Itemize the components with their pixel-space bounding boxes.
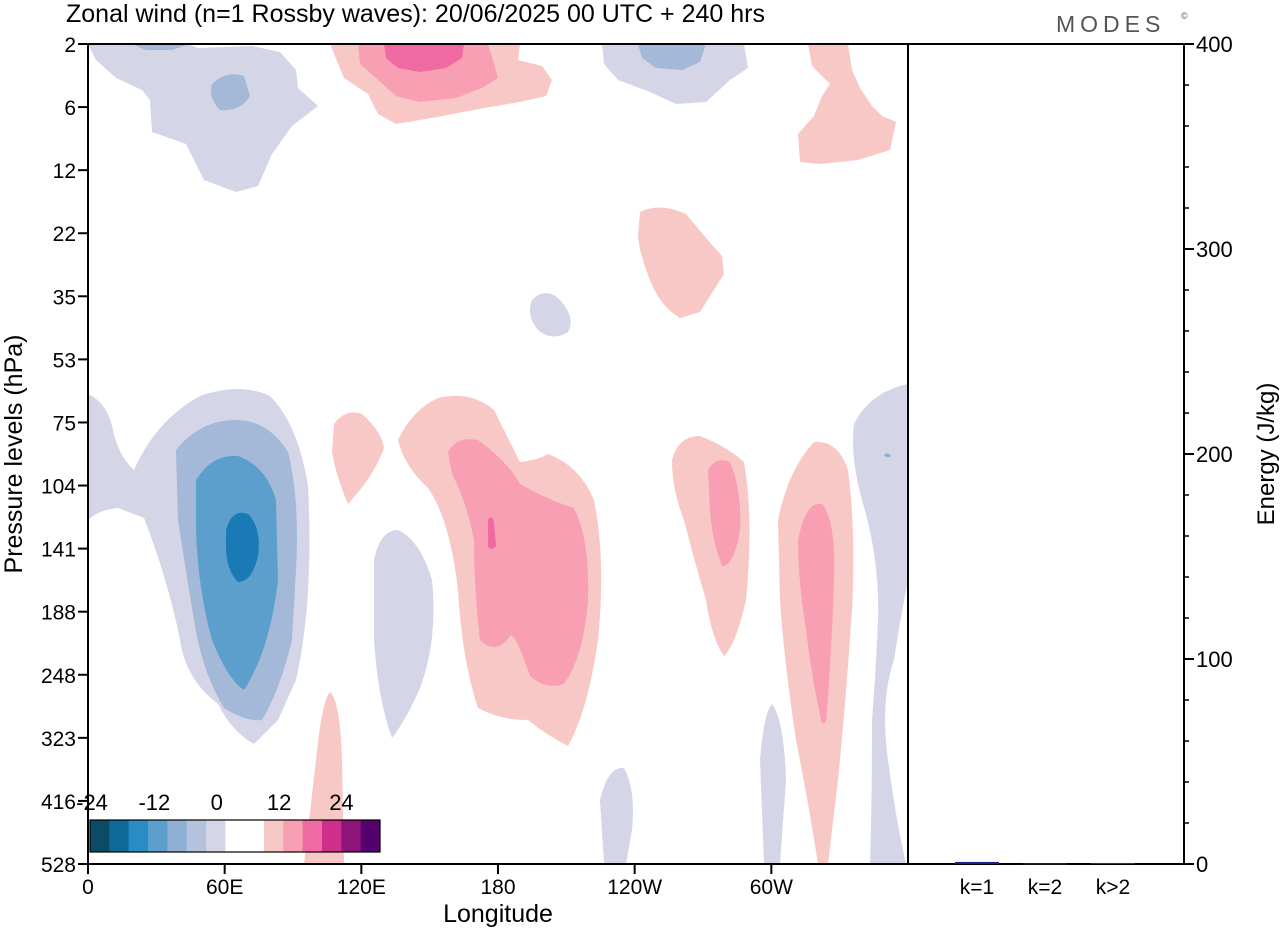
chart-title: Zonal wind (n=1 Rossby waves): 20/06/202…	[66, 0, 765, 28]
y-axis-pressure: 2 6 12 22 35 53 75 104 141 188 248 323 416 528	[41, 34, 88, 877]
energy-bar	[1023, 863, 1067, 865]
energy-tick-label: 0	[1196, 852, 1208, 877]
y-tick-label: 416	[41, 791, 76, 814]
pos-contour-right-b-inner	[798, 503, 835, 724]
colorbar-swatch	[225, 820, 246, 852]
neg-contour-top-left-inner	[211, 74, 250, 111]
energy-y-label: Energy (J/kg)	[1253, 383, 1280, 526]
y-tick-label: 141	[41, 539, 76, 562]
neg-contour-top-left-edge	[132, 44, 190, 50]
pos-contour-center-inner	[448, 439, 589, 686]
logo-text: MODES	[1056, 11, 1165, 37]
x-tick-label: 120W	[607, 876, 662, 899]
y-axis-label: Pressure levels (hPa)	[0, 335, 28, 574]
y-tick-label: 53	[53, 349, 76, 372]
colorbar-frame	[89, 819, 381, 853]
x-tick-label: 180	[480, 876, 515, 899]
neg-contour-right-dot	[884, 453, 891, 458]
x-axis-longitude: 0 60E 120E 180 120W 60W	[82, 864, 793, 899]
energy-tick-label: 100	[1196, 647, 1233, 672]
x-tick-label: 60E	[206, 876, 243, 899]
neg-contour-bottom-right	[760, 704, 786, 864]
y-tick-label: 528	[41, 854, 76, 877]
y-tick-label: 188	[41, 602, 76, 625]
energy-category-label: k=1	[960, 876, 994, 899]
colorbar-swatch	[341, 820, 362, 852]
colorbar-swatch	[244, 820, 265, 852]
y-tick-label: 248	[41, 665, 76, 688]
energy-bar	[1091, 862, 1135, 864]
y-tick-label: 12	[53, 160, 76, 183]
negative-contours	[88, 44, 908, 864]
neg-contour-right-edge	[853, 384, 908, 864]
pos-contour-right-a-inner	[708, 460, 741, 566]
colorbar-swatch	[167, 820, 188, 852]
colorbar-swatch	[322, 820, 342, 852]
y-tick-label: 2	[64, 34, 76, 57]
energy-tick-label: 200	[1196, 442, 1233, 467]
colorbar-label: -12	[138, 790, 170, 815]
colorbar-swatch	[360, 820, 381, 852]
energy-category-label: k=2	[1028, 876, 1062, 899]
colorbar-swatch	[109, 820, 130, 852]
colorbar: -24 -12 0 12 24	[76, 790, 381, 853]
neg-contour-top-center-inner	[638, 44, 706, 70]
neg-contour-core	[226, 512, 259, 582]
y-tick-label: 22	[53, 223, 76, 246]
energy-bar	[955, 861, 999, 864]
pos-contour-mid-upper	[638, 207, 724, 318]
colorbar-label: -24	[76, 790, 108, 815]
neg-contour-top-left	[88, 44, 318, 192]
colorbar-swatch	[283, 820, 304, 852]
x-tick-label: 0	[82, 876, 94, 899]
energy-category-label: k>2	[1096, 876, 1130, 899]
y-tick-label: 323	[41, 728, 76, 751]
colorbar-swatch	[302, 820, 323, 852]
neg-contour-bottom-center	[600, 767, 633, 864]
colorbar-label: 0	[211, 790, 223, 815]
neg-contour-lower-center	[374, 530, 434, 738]
x-axis-label: Longitude	[443, 900, 553, 928]
colorbar-label: 12	[267, 790, 291, 815]
energy-y-axis: 0 100 200 300 400	[1184, 32, 1233, 877]
pos-contour-top-center-core	[384, 44, 464, 72]
pos-contour-center-core	[488, 517, 496, 549]
y-tick-label: 75	[53, 412, 76, 435]
energy-tick-label: 400	[1196, 32, 1233, 57]
colorbar-swatch	[264, 820, 284, 852]
y-tick-label: 35	[53, 286, 76, 309]
contour-panel	[88, 44, 908, 864]
colorbar-swatch	[128, 820, 149, 852]
colorbar-label: 24	[329, 790, 353, 815]
y-tick-label: 104	[41, 476, 76, 499]
x-tick-label: 120E	[337, 876, 386, 899]
pos-contour-mid-left-small	[332, 412, 384, 504]
x-tick-label: 60W	[750, 876, 793, 899]
y-tick-label: 6	[64, 97, 76, 120]
modes-logo: MODES ©	[1056, 11, 1188, 37]
neg-contour-top-center	[602, 44, 748, 104]
colorbar-swatch	[90, 820, 110, 852]
colorbar-swatch	[206, 820, 226, 852]
colorbar-swatch	[186, 820, 207, 852]
colorbar-swatch	[148, 820, 168, 852]
pos-contour-top-right	[798, 44, 896, 164]
positive-contours	[304, 44, 896, 864]
logo-mark: ©	[1181, 11, 1188, 21]
energy-tick-label: 300	[1196, 237, 1233, 262]
neg-contour-mid-blob	[530, 293, 571, 337]
energy-bars: k=1 k=2 k>2	[955, 861, 1135, 899]
